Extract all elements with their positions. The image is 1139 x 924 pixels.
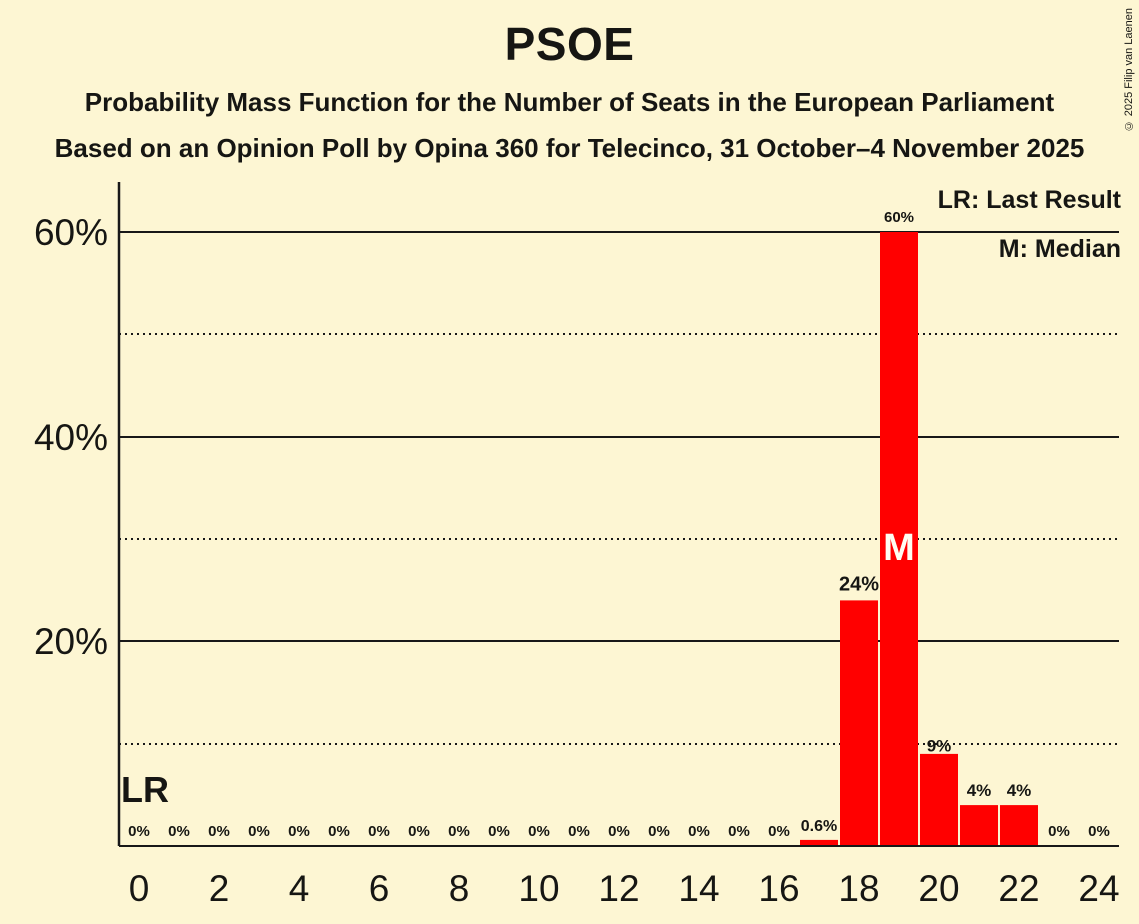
svg-text:20: 20 <box>918 868 959 909</box>
svg-text:4%: 4% <box>967 781 992 800</box>
svg-text:8: 8 <box>449 868 470 909</box>
svg-text:0%: 0% <box>688 823 710 840</box>
svg-text:0%: 0% <box>448 823 470 840</box>
svg-text:0%: 0% <box>488 823 510 840</box>
svg-text:M: Median: M: Median <box>999 235 1121 263</box>
svg-text:0%: 0% <box>568 823 590 840</box>
svg-text:0%: 0% <box>248 823 270 840</box>
svg-text:0: 0 <box>129 868 150 909</box>
svg-text:20%: 20% <box>34 621 108 662</box>
svg-text:60%: 60% <box>884 209 914 226</box>
svg-text:0%: 0% <box>328 823 350 840</box>
svg-text:2: 2 <box>209 868 230 909</box>
svg-text:0%: 0% <box>608 823 630 840</box>
svg-text:14: 14 <box>678 868 719 909</box>
svg-text:0%: 0% <box>1048 823 1070 840</box>
svg-text:60%: 60% <box>34 212 108 253</box>
svg-text:0%: 0% <box>208 823 230 840</box>
svg-text:0.6%: 0.6% <box>801 818 837 835</box>
svg-text:0%: 0% <box>128 823 150 840</box>
svg-text:40%: 40% <box>34 417 108 458</box>
svg-text:6: 6 <box>369 868 390 909</box>
svg-text:LR: LR <box>121 769 169 810</box>
svg-text:4%: 4% <box>1007 781 1032 800</box>
svg-text:0%: 0% <box>168 823 190 840</box>
svg-text:10: 10 <box>518 868 559 909</box>
svg-text:24: 24 <box>1078 868 1119 909</box>
svg-text:24%: 24% <box>839 573 879 595</box>
svg-text:12: 12 <box>598 868 639 909</box>
svg-text:0%: 0% <box>1088 823 1110 840</box>
svg-text:4: 4 <box>289 868 310 909</box>
svg-text:0%: 0% <box>768 823 790 840</box>
svg-text:0%: 0% <box>368 823 390 840</box>
svg-text:22: 22 <box>998 868 1039 909</box>
svg-text:0%: 0% <box>528 823 550 840</box>
svg-text:0%: 0% <box>408 823 430 840</box>
svg-text:M: M <box>883 527 915 569</box>
svg-text:18: 18 <box>838 868 879 909</box>
svg-text:LR: Last Result: LR: Last Result <box>938 186 1122 214</box>
svg-text:0%: 0% <box>288 823 310 840</box>
svg-text:9%: 9% <box>927 737 952 756</box>
svg-text:0%: 0% <box>648 823 670 840</box>
svg-text:0%: 0% <box>728 823 750 840</box>
svg-text:16: 16 <box>758 868 799 909</box>
